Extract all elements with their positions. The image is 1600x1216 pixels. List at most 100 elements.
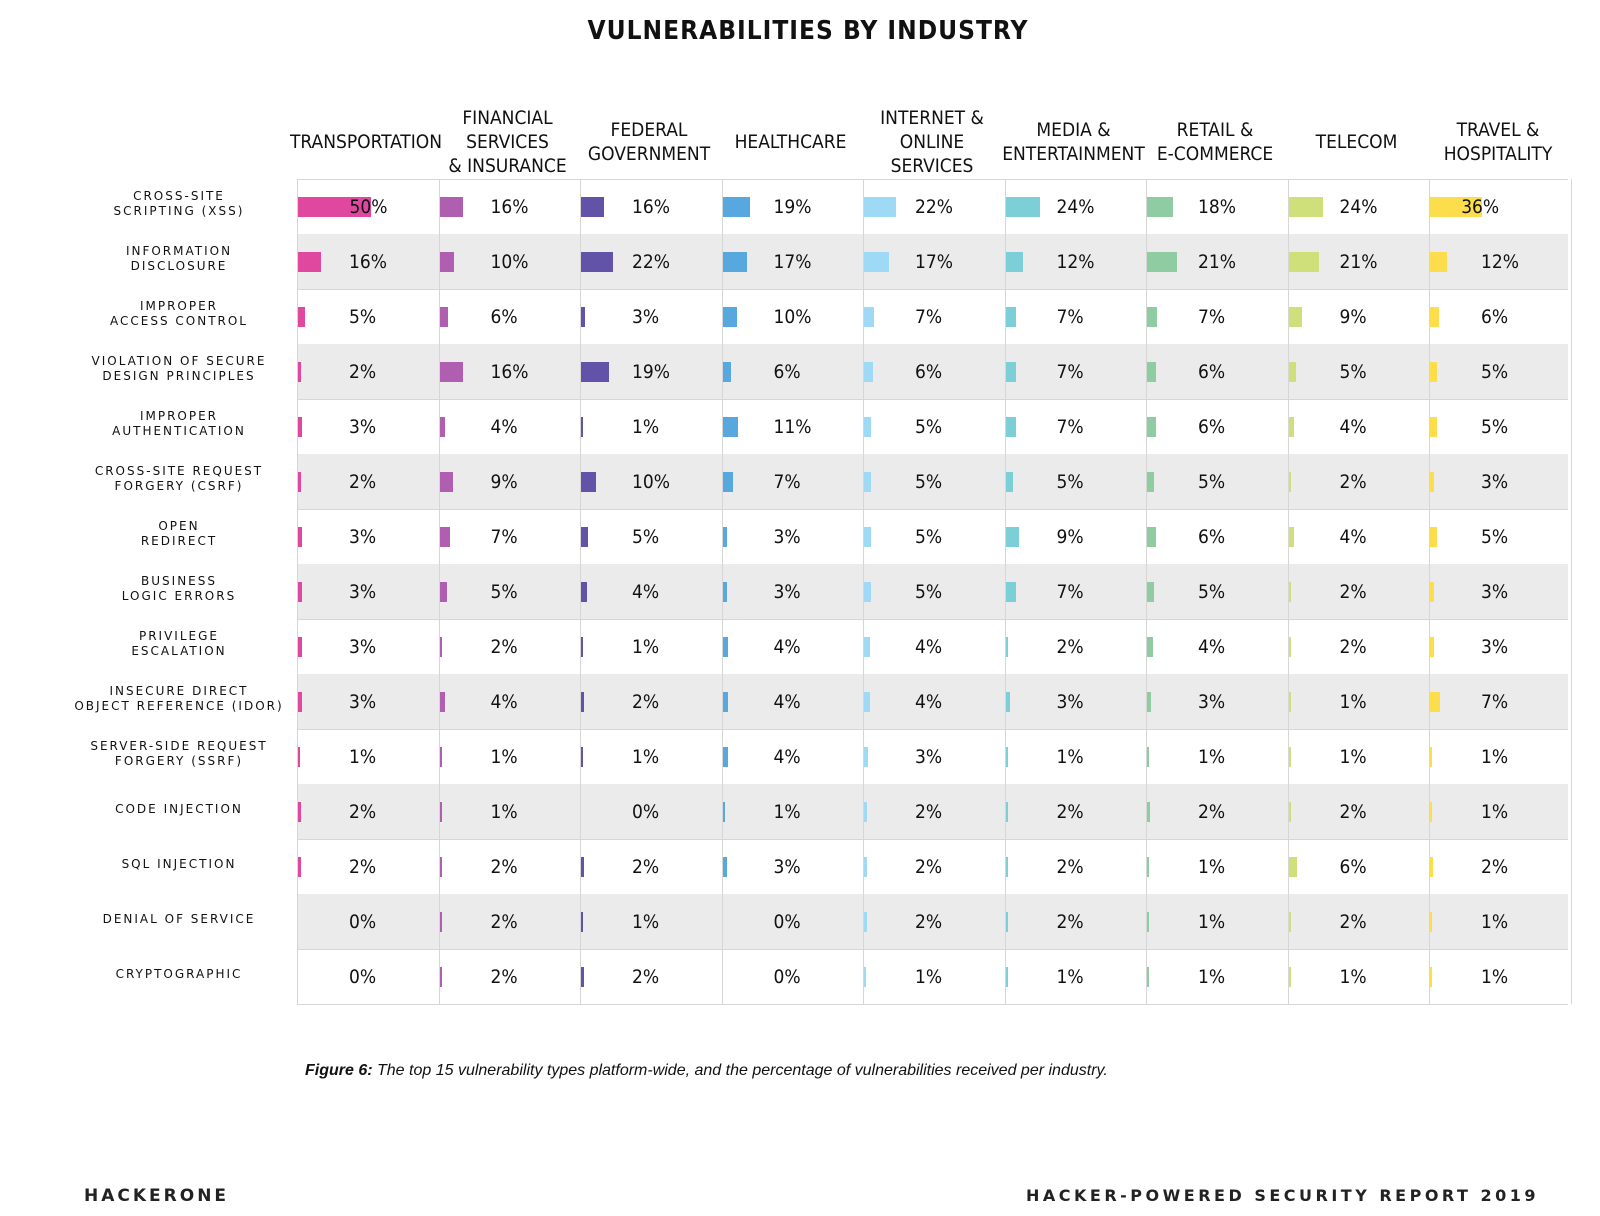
- row-label: CODE INJECTION: [115, 801, 243, 816]
- column-header: TRAVEL & HOSPITALITY: [1443, 119, 1553, 165]
- row-divider: [297, 509, 1568, 510]
- value-label: 4%: [915, 635, 943, 658]
- value-label: 4%: [773, 690, 801, 713]
- value-bar: [298, 746, 300, 767]
- value-label: 21%: [1339, 250, 1378, 273]
- value-bar: [298, 361, 301, 382]
- value-bar: [722, 746, 729, 767]
- value-bar: [722, 306, 737, 327]
- value-bar: [439, 526, 450, 547]
- value-label: 3%: [1481, 580, 1509, 603]
- value-label: 6%: [1481, 305, 1509, 328]
- value-label: 2%: [1056, 855, 1084, 878]
- value-label: 5%: [1056, 470, 1084, 493]
- value-bar: [722, 526, 727, 547]
- value-bar: [1430, 856, 1433, 877]
- value-label: 3%: [349, 415, 377, 438]
- value-bar: [581, 196, 605, 217]
- value-label: 6%: [1198, 525, 1226, 548]
- column-header: FINANCIAL SERVICES & INSURANCE: [448, 107, 567, 177]
- value-label: 4%: [773, 635, 801, 658]
- row-label: SERVER-SIDE REQUEST FORGERY (SSRF): [90, 739, 268, 768]
- value-bar: [1005, 416, 1016, 437]
- value-label: 3%: [1481, 635, 1509, 658]
- value-bar: [864, 966, 866, 987]
- row-label: VIOLATION OF SECURE DESIGN PRINCIPLES: [91, 354, 267, 383]
- value-label: 1%: [1481, 800, 1509, 823]
- value-bar: [722, 361, 732, 382]
- value-label: 7%: [1056, 415, 1084, 438]
- value-label: 1%: [490, 800, 518, 823]
- footer-brand: HACKERONE: [84, 1186, 230, 1206]
- value-bar: [1147, 306, 1158, 327]
- value-bar: [439, 856, 443, 877]
- value-label: 3%: [632, 305, 660, 328]
- value-bar: [1005, 526, 1019, 547]
- value-label: 2%: [1198, 800, 1226, 823]
- column-header: TELECOM: [1315, 131, 1398, 153]
- caption-prefix: Figure 6:: [305, 1062, 373, 1079]
- value-label: 3%: [773, 855, 801, 878]
- value-label: 2%: [349, 800, 377, 823]
- value-bar: [581, 911, 583, 932]
- value-bar: [439, 911, 443, 932]
- value-label: 1%: [1198, 745, 1226, 768]
- value-bar: [298, 196, 371, 217]
- table-row: [297, 894, 1568, 949]
- value-label: 2%: [1056, 910, 1084, 933]
- value-label: 2%: [349, 360, 377, 383]
- value-label: 19%: [773, 195, 812, 218]
- value-label: 2%: [632, 690, 660, 713]
- value-bar: [1005, 856, 1009, 877]
- value-label: 3%: [349, 690, 377, 713]
- value-label: 2%: [349, 855, 377, 878]
- value-label: 4%: [773, 745, 801, 768]
- row-divider: [297, 839, 1568, 840]
- value-label: 5%: [1339, 360, 1367, 383]
- value-label: 5%: [490, 580, 518, 603]
- value-bar: [722, 196, 751, 217]
- value-bar: [864, 306, 875, 327]
- value-label: 2%: [1339, 910, 1367, 933]
- value-bar: [1288, 306, 1302, 327]
- value-label: 7%: [1056, 360, 1084, 383]
- value-bar: [298, 801, 301, 822]
- value-label: 0%: [632, 800, 660, 823]
- table-row: [297, 454, 1568, 509]
- row-label: BUSINESS LOGIC ERRORS: [121, 574, 237, 603]
- value-label: 2%: [1339, 470, 1367, 493]
- value-bar: [1005, 746, 1008, 767]
- value-bar: [1005, 196, 1041, 217]
- column-divider: [1429, 179, 1430, 1004]
- value-label: 10%: [490, 250, 529, 273]
- value-label: 1%: [1481, 745, 1509, 768]
- value-label: 19%: [632, 360, 670, 383]
- row-divider: [297, 399, 1568, 400]
- value-bar: [1430, 801, 1432, 822]
- value-bar: [1147, 471, 1155, 492]
- column-divider: [438, 179, 440, 1004]
- value-label: 1%: [915, 965, 943, 988]
- value-bar: [581, 526, 589, 547]
- value-label: 7%: [1198, 305, 1226, 328]
- value-label: 2%: [349, 470, 377, 493]
- value-label: 3%: [773, 580, 801, 603]
- value-bar: [864, 911, 867, 932]
- value-label: 0%: [349, 965, 377, 988]
- value-label: 4%: [1198, 635, 1226, 658]
- value-bar: [298, 416, 303, 437]
- value-bar: [1147, 251, 1178, 272]
- value-bar: [439, 636, 443, 657]
- value-bar: [1288, 746, 1291, 767]
- value-label: 6%: [915, 360, 943, 383]
- value-bar: [1147, 691, 1152, 712]
- value-bar: [581, 581, 587, 602]
- value-bar: [1005, 361, 1016, 382]
- value-bar: [864, 691, 870, 712]
- row-label: CROSS-SITE REQUEST FORGERY (CSRF): [94, 464, 264, 493]
- row-label: INSECURE DIRECT OBJECT REFERENCE (IDOR): [74, 684, 284, 713]
- value-label: 2%: [490, 855, 518, 878]
- value-label: 2%: [1339, 580, 1367, 603]
- value-label: 5%: [915, 470, 943, 493]
- value-bar: [1288, 361, 1296, 382]
